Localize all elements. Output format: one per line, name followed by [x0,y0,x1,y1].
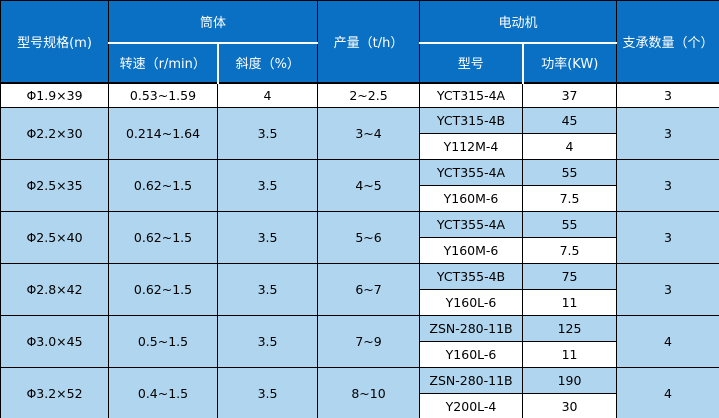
cell-supports: 3 [616,263,719,316]
cell-output: 6~7 [317,263,421,316]
header-row-top: 型号规格(m) 筒体 产量（t/h） 电动机 支承数量（个） [0,0,719,83]
cell-motor-model: YCT315-4B [419,107,524,134]
cell-slope: 3.5 [216,315,319,368]
cell-model-spec: Φ3.2×52 [0,367,109,418]
cell-output: 4~5 [317,159,421,212]
cell-supports: 4 [616,315,719,368]
cell-supports: 3 [616,159,719,212]
table-row: Φ2.2×30 0.214~1.64 3.5 3~4 YCT315-4B 45 3 [0,107,719,160]
cell-motor-model: ZSN-280-11B [419,315,524,342]
cell-motor-power: 11 [522,341,618,368]
cell-motor-power: 45 [522,107,618,134]
cell-speed: 0.62~1.5 [108,263,218,316]
cell-slope: 3.5 [216,211,319,264]
cell-motor-model: Y160L-6 [419,341,524,368]
cell-speed: 0.5~1.5 [108,315,218,368]
cell-motor-model: Y160L-6 [419,289,524,316]
cell-motor-power: 190 [522,367,618,394]
table-row: Φ2.5×35 0.62~1.5 3.5 4~5 YCT355-4A 55 3 [0,159,719,212]
cell-motor-power: 30 [522,393,618,418]
table-body: Φ1.9×39 0.53~1.59 4 2~2.5 YCT315-4A 37 3 Φ2.2×3… [0,81,719,418]
cell-motor-model: Y160M-6 [419,185,524,212]
cell-supports: 4 [616,367,719,418]
cell-speed: 0.53~1.59 [108,81,218,108]
cell-slope: 3.5 [216,263,319,316]
cell-motor-model: YCT355-4B [419,263,524,290]
cell-model-spec: Φ2.5×35 [0,159,109,212]
cell-motor-power: 37 [522,81,618,108]
cell-speed: 0.214~1.64 [108,107,218,160]
cell-motor-model: ZSN-280-11B [419,367,524,394]
cell-motor-model: YCT355-4A [419,211,524,238]
cell-motor-power: 4 [522,133,618,160]
cell-motor-power: 55 [522,211,618,238]
cell-output: 7~9 [317,315,421,368]
table-row: Φ3.2×52 0.4~1.5 3.5 8~10 ZSN-280-11B 190 4 [0,367,719,418]
table-row: Φ1.9×39 0.53~1.59 4 2~2.5 YCT315-4A 37 3 [0,81,719,108]
cell-motor-model: YCT355-4A [419,159,524,186]
cell-slope: 3.5 [216,159,319,212]
cell-speed: 0.4~1.5 [108,367,218,418]
table-row-motor-sub: Y112M-4 4 [1,133,719,160]
cell-slope: 3.5 [216,367,319,418]
table-row: Φ2.5×40 0.62~1.5 3.5 5~6 YCT355-4A 55 3 [0,211,719,264]
cell-motor-model: Y160M-6 [419,237,524,264]
col-header-motor-power: 功率(KW) [521,41,618,83]
cell-output: 2~2.5 [317,81,421,108]
table-row: Φ3.0×45 0.5~1.5 3.5 7~9 ZSN-280-11B 125 4 [0,315,719,368]
cell-motor-power: 75 [522,263,618,290]
col-header-output: 产量（t/h） [317,0,421,83]
cell-model-spec: Φ2.2×30 [0,107,109,160]
cell-model-spec: Φ2.8×42 [0,263,109,316]
table-row: Φ2.8×42 0.62~1.5 3.5 6~7 YCT355-4B 75 3 [0,263,719,316]
cell-slope: 3.5 [216,107,319,160]
col-header-cylinder: 筒体 [107,0,319,44]
col-header-speed: 转速（r/min） [108,41,219,83]
cell-supports: 3 [616,211,719,264]
col-header-motor: 电动机 [419,0,618,44]
cell-slope: 4 [216,81,319,108]
table-header: 型号规格(m) 筒体 产量（t/h） 电动机 支承数量（个） 转速（r/min）… [0,0,719,83]
cell-model-spec: Φ2.5×40 [0,211,109,264]
col-header-slope: 斜度（%） [216,41,319,83]
cell-supports: 3 [616,107,719,160]
cell-motor-power: 55 [522,159,618,186]
table-row-motor-sub: Y160M-6 7.5 [1,185,719,212]
col-header-model-spec: 型号规格(m) [0,0,109,83]
cell-motor-power: 11 [522,289,618,316]
cell-speed: 0.62~1.5 [108,211,218,264]
cell-motor-power: 7.5 [522,185,618,212]
cell-output: 8~10 [317,367,421,418]
cell-motor-power: 7.5 [522,237,618,264]
cell-motor-model: Y200L-4 [419,393,524,418]
cell-speed: 0.62~1.5 [108,159,218,212]
cell-motor-power: 125 [522,315,618,342]
cell-model-spec: Φ3.0×45 [0,315,109,368]
table-row-motor-sub: Y200L-4 30 [1,393,719,418]
table-row-motor-sub: Y160L-6 11 [1,289,719,316]
cell-output: 3~4 [317,107,421,160]
cell-motor-model: Y112M-4 [419,133,524,160]
col-header-supports: 支承数量（个） [616,0,719,83]
cell-motor-model: YCT315-4A [419,81,524,108]
header-row-sub: 转速（r/min） 斜度（%） 型号 功率(KW) [1,41,719,83]
cell-supports: 3 [616,81,719,108]
cell-model-spec: Φ1.9×39 [0,81,109,108]
col-header-motor-model: 型号 [419,41,524,83]
cell-output: 5~6 [317,211,421,264]
